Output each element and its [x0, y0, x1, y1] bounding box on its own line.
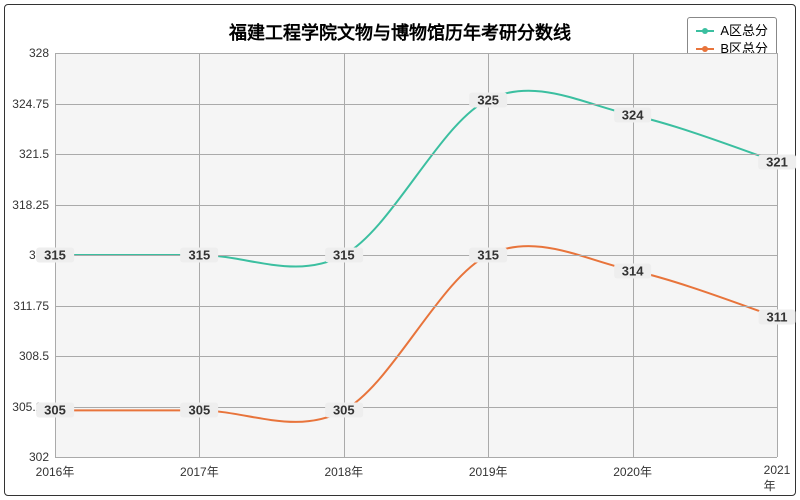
- x-axis-label: 2016年: [36, 463, 75, 480]
- gridline-h: [55, 154, 777, 155]
- gridline-h: [55, 306, 777, 307]
- data-label: 311: [759, 310, 796, 325]
- y-axis-label: 302: [29, 450, 49, 464]
- y-axis-label: 324.75: [12, 97, 49, 111]
- data-label: 314: [614, 263, 652, 278]
- gridline-v: [777, 53, 778, 457]
- legend-item: A区总分: [696, 22, 768, 40]
- y-axis-label: 318.25: [12, 198, 49, 212]
- data-label: 315: [36, 248, 74, 263]
- x-axis-label: 2019年: [469, 463, 508, 480]
- data-label: 315: [469, 248, 507, 263]
- gridline-h: [55, 205, 777, 206]
- plot-area: 302305.25308.5311.75315318.25321.5324.75…: [55, 53, 777, 457]
- y-axis-label: 308.5: [19, 349, 49, 363]
- series-line: [55, 246, 777, 422]
- data-label: 321: [758, 154, 796, 169]
- data-label: 315: [181, 248, 219, 263]
- gridline-h: [55, 255, 777, 256]
- y-axis-label: 311.75: [13, 299, 49, 313]
- data-label: 325: [469, 92, 507, 107]
- y-axis-label: 321.5: [19, 147, 49, 161]
- x-axis-label: 2018年: [324, 463, 363, 480]
- gridline-h: [55, 356, 777, 357]
- gridline-h: [55, 104, 777, 105]
- chart-container: 福建工程学院文物与博物馆历年考研分数线 A区总分B区总分 302305.2530…: [4, 4, 796, 496]
- legend-label: A区总分: [720, 22, 768, 40]
- x-axis-label: 2017年: [180, 463, 219, 480]
- y-axis-label: 328: [29, 46, 49, 60]
- data-label: 305: [325, 403, 363, 418]
- data-label: 324: [614, 108, 652, 123]
- x-axis-label: 2020年: [613, 463, 652, 480]
- legend-swatch: [696, 30, 714, 32]
- x-axis-label: 2021年: [764, 463, 791, 494]
- series-line: [55, 91, 777, 267]
- data-label: 315: [325, 248, 363, 263]
- legend-swatch: [696, 48, 714, 50]
- gridline-h: [55, 407, 777, 408]
- data-label: 305: [181, 403, 219, 418]
- data-label: 305: [36, 403, 74, 418]
- gridline-h: [55, 457, 777, 458]
- gridline-h: [55, 53, 777, 54]
- chart-title: 福建工程学院文物与博物馆历年考研分数线: [229, 19, 571, 45]
